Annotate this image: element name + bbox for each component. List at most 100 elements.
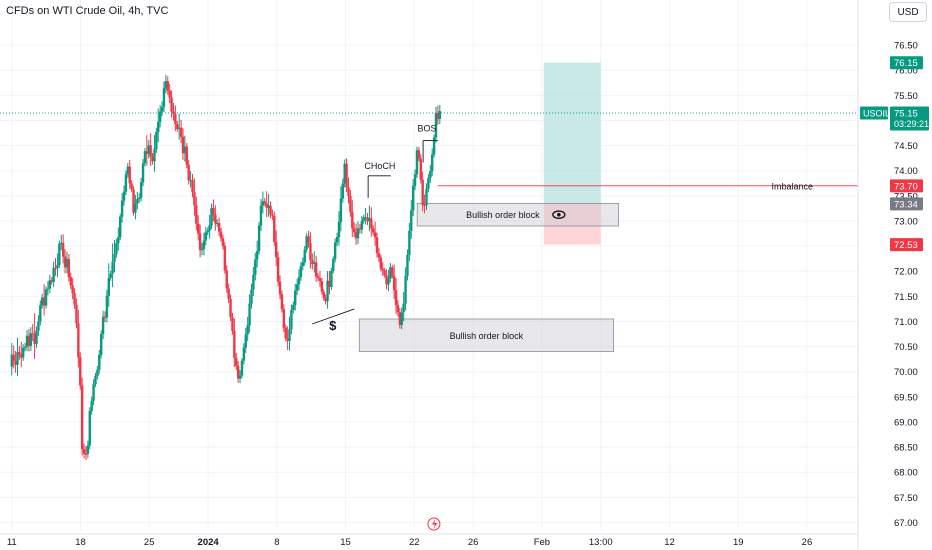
candle-down[interactable] [286,338,289,341]
candle-up[interactable] [210,207,213,226]
candle-up[interactable] [60,242,63,244]
candle-down[interactable] [345,163,348,188]
candle-up[interactable] [200,248,204,251]
candle-up[interactable] [37,321,40,331]
candle-down[interactable] [322,291,325,299]
candle-down[interactable] [309,243,312,261]
candle-down[interactable] [375,237,379,254]
candle-down[interactable] [311,260,314,264]
candle-down[interactable] [170,97,173,112]
candle-down[interactable] [185,146,188,165]
candle-down[interactable] [225,270,228,289]
candle-down[interactable] [223,245,227,271]
candle-down[interactable] [166,81,169,91]
candle-down[interactable] [197,223,200,234]
candle-up[interactable] [299,266,303,278]
candle-up[interactable] [202,240,206,249]
candle-up[interactable] [58,243,61,266]
candle-up[interactable] [183,146,187,154]
candle-up[interactable] [189,180,192,182]
candle-down[interactable] [385,275,388,285]
candle-down[interactable] [128,166,131,184]
candle-up[interactable] [122,191,126,201]
candle-down[interactable] [31,333,34,335]
candle-down[interactable] [181,136,185,154]
time-axis[interactable]: 11 18 25 2024 8 15 22 26 Feb 13:00 12 19 26 [0,533,858,548]
candle-up[interactable] [23,346,27,348]
candle-up[interactable] [360,221,364,230]
candle-down[interactable] [193,192,196,206]
candle-down[interactable] [275,241,278,258]
candle-up[interactable] [35,330,38,344]
candle-up[interactable] [244,334,247,348]
candle-down[interactable] [27,335,31,346]
candle-down[interactable] [351,211,354,229]
candle-down[interactable] [269,205,272,215]
candle-down[interactable] [227,288,230,299]
candle-up[interactable] [160,106,164,112]
candle-down[interactable] [149,145,152,157]
candle-down[interactable] [392,276,396,291]
candle-up[interactable] [141,163,145,183]
candle-down[interactable] [79,357,82,386]
candle-down[interactable] [354,232,358,239]
candle-up[interactable] [117,237,120,244]
candle-up[interactable] [48,280,52,289]
candle-down[interactable] [73,293,76,305]
candle-up[interactable] [120,200,124,217]
candle-down[interactable] [381,268,384,271]
candle-down[interactable] [271,214,274,216]
candle-up[interactable] [356,228,360,239]
candle-down[interactable] [347,187,350,196]
candle-up[interactable] [313,262,316,264]
candle-down[interactable] [394,290,398,306]
candle-up[interactable] [65,258,69,268]
candle-up[interactable] [404,275,407,304]
candle-down[interactable] [20,354,23,358]
candle-up[interactable] [242,347,246,361]
candle-up[interactable] [98,354,101,370]
candle-down[interactable] [18,352,21,355]
candle-down[interactable] [54,267,57,269]
candle-up[interactable] [432,137,436,155]
candle-up[interactable] [162,88,166,107]
candle-down[interactable] [423,204,426,206]
candle-down[interactable] [174,113,177,125]
candle-down[interactable] [191,180,194,193]
candle-down[interactable] [328,280,331,287]
candle-down[interactable] [75,304,78,324]
candle-down[interactable] [217,222,221,232]
candle-down[interactable] [419,158,422,180]
candle-down[interactable] [358,228,362,230]
candle-up[interactable] [90,400,93,412]
candle-down[interactable] [172,111,175,114]
candle-up[interactable] [368,218,371,222]
candle-up[interactable] [297,277,301,285]
candle-up[interactable] [139,182,143,198]
candle-up[interactable] [332,258,335,271]
candle-down[interactable] [436,112,440,119]
candle-up[interactable] [10,354,13,367]
candle-up[interactable] [25,335,29,347]
candle-down[interactable] [284,327,287,339]
candle-down[interactable] [398,312,402,325]
candle-up[interactable] [305,236,308,250]
candle-down[interactable] [42,297,46,306]
candle-up[interactable] [288,329,291,341]
candle-up[interactable] [206,230,209,233]
candle-down[interactable] [231,317,234,331]
candle-down[interactable] [82,449,86,454]
candle-up[interactable] [438,111,441,119]
candle-down[interactable] [151,156,154,162]
candle-down[interactable] [77,323,80,358]
candle-up[interactable] [257,225,261,252]
candle-down[interactable] [61,242,65,257]
candle-down[interactable] [84,453,88,455]
candle-up[interactable] [147,145,150,154]
candle-down[interactable] [236,365,240,379]
candle-down[interactable] [14,361,17,365]
candle-up[interactable] [364,217,367,219]
candle-down[interactable] [324,298,327,302]
candle-down[interactable] [307,236,310,244]
